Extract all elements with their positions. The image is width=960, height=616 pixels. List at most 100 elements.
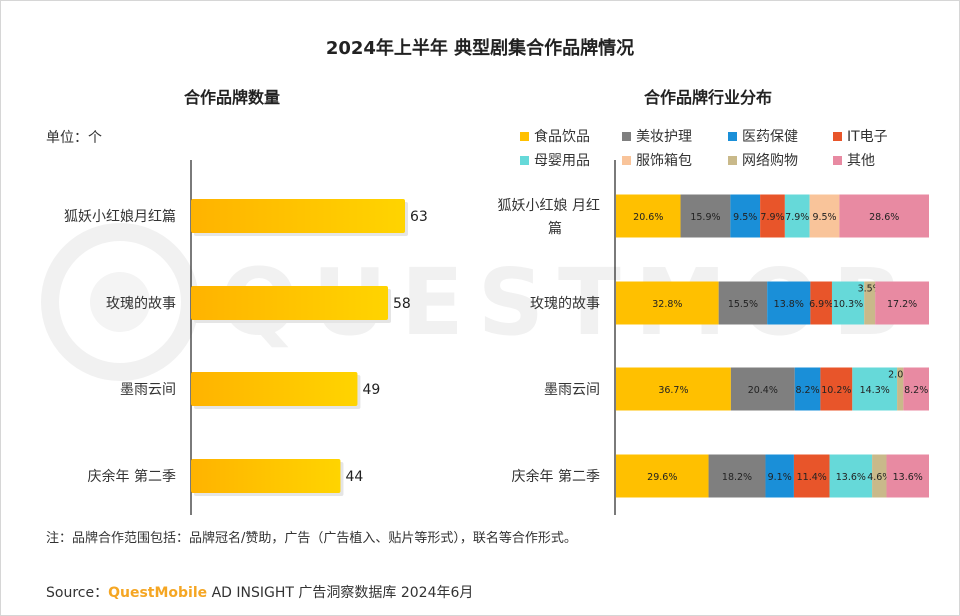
bar-value-label: 58 — [393, 296, 411, 312]
legend-item: 母婴用品 — [520, 150, 590, 170]
segment-label: 7.9% — [785, 212, 809, 223]
bar-value-label: 49 — [362, 382, 380, 398]
segment-label: 2.0% — [888, 370, 912, 381]
source-prefix: Source： — [46, 585, 109, 601]
right-category-label: 墨雨云间 — [544, 382, 600, 398]
legend-label: 其他 — [847, 153, 875, 169]
legend-swatch — [728, 155, 737, 165]
stack-segment — [886, 454, 929, 498]
segment-label: 7.9% — [760, 212, 784, 223]
legend-item: 医药保健 — [728, 126, 798, 146]
legend-swatch — [833, 131, 842, 141]
bar — [191, 459, 341, 493]
legend-item: 网络购物 — [728, 150, 798, 170]
bar — [191, 372, 358, 406]
right-category-label: 狐妖小红娘 月红 — [498, 198, 600, 214]
segment-label: 20.4% — [748, 385, 778, 396]
stack-segment — [708, 454, 766, 498]
stack-segment — [903, 367, 929, 411]
legend-swatch — [520, 155, 529, 165]
segment-label: 8.2% — [795, 385, 819, 396]
left-bar-chart: 狐妖小红娘月红篇 63 玫瑰的故事 58 墨雨云间 49 庆余年 第二季 44 — [64, 160, 428, 515]
stack-segment — [810, 281, 832, 325]
segment-label: 8.2% — [904, 385, 928, 396]
right-category-label: 玫瑰的故事 — [530, 296, 600, 312]
legend-item: IT电子 — [833, 126, 888, 146]
legend-swatch — [728, 131, 737, 141]
segment-label: 15.9% — [690, 212, 720, 223]
segment-label: 20.6% — [633, 212, 663, 223]
stack-segment — [784, 194, 810, 238]
segment-label: 10.2% — [821, 385, 851, 396]
segment-label: 9.1% — [768, 472, 792, 483]
segment-label: 28.6% — [869, 212, 899, 223]
segment-label: 13.6% — [836, 472, 866, 483]
segment-label: 18.2% — [722, 472, 752, 483]
segment-label: 9.5% — [733, 212, 757, 223]
segment-label: 4.6% — [867, 472, 891, 483]
stack-segment — [820, 367, 853, 411]
stack-segment — [680, 194, 731, 238]
stack-segment — [730, 367, 795, 411]
right-category-label: 庆余年 第二季 — [512, 468, 600, 485]
stack-segment — [616, 367, 731, 411]
legend-swatch — [622, 155, 631, 165]
stack-segment — [872, 454, 887, 498]
legend-label: IT电子 — [847, 129, 888, 145]
stack-segment — [616, 454, 709, 498]
stack-segment — [831, 281, 865, 325]
stack-segment — [852, 367, 898, 411]
stack-segment — [718, 281, 768, 325]
legend-label: 服饰箱包 — [636, 153, 692, 169]
stack-segment — [839, 194, 929, 238]
left-category-label: 墨雨云间 — [120, 382, 176, 398]
legend-swatch — [622, 131, 631, 141]
stack-segment — [829, 454, 873, 498]
stack-segment — [765, 454, 794, 498]
segment-label: 36.7% — [658, 385, 688, 396]
stack-segment — [616, 194, 681, 238]
stack-segment — [809, 194, 840, 238]
segment-label: 13.6% — [893, 472, 923, 483]
segment-label: 15.5% — [728, 299, 758, 310]
stack-segment — [793, 454, 830, 498]
stack-segment — [760, 194, 785, 238]
stack-segment — [875, 281, 929, 325]
footnote: 注：品牌合作范围包括：品牌冠名/赞助，广告（广告植入、贴片等形式），联名等合作形… — [46, 531, 577, 546]
right-subtitle: 合作品牌行业分布 — [644, 88, 773, 107]
right-category-label-wrap: 篇 — [548, 221, 562, 237]
legend-swatch — [833, 155, 842, 165]
legend-item: 食品饮品 — [520, 126, 590, 146]
legend-label: 食品饮品 — [534, 129, 590, 145]
left-category-label: 玫瑰的故事 — [106, 296, 176, 312]
stack-segment — [794, 367, 821, 411]
left-category-label: 庆余年 第二季 — [88, 468, 176, 485]
bar-value-label: 63 — [410, 209, 428, 225]
legend-label: 医药保健 — [742, 129, 798, 145]
legend-item: 服饰箱包 — [622, 150, 692, 170]
segment-label: 10.3% — [833, 299, 863, 310]
chart-title: 2024年上半年 典型剧集合作品牌情况 — [325, 38, 635, 59]
bar — [191, 286, 389, 320]
stack-segment — [616, 281, 719, 325]
left-subtitle: 合作品牌数量 — [184, 88, 281, 107]
left-category-label: 狐妖小红娘月红篇 — [64, 209, 176, 225]
stack-segment — [864, 281, 876, 325]
segment-label: 6.9% — [809, 299, 833, 310]
segment-label: 32.8% — [652, 299, 682, 310]
unit-label: 单位：个 — [46, 130, 102, 146]
legend-label: 网络购物 — [742, 153, 798, 169]
legend-item: 美妆护理 — [622, 126, 692, 146]
segment-label: 13.8% — [774, 299, 804, 310]
segment-label: 17.2% — [887, 299, 917, 310]
legend-label: 母婴用品 — [534, 153, 590, 169]
segment-label: 11.4% — [797, 472, 827, 483]
segment-label: 14.3% — [860, 385, 890, 396]
legend-label: 美妆护理 — [636, 129, 692, 145]
segment-label: 3.5% — [858, 284, 882, 295]
legend-item: 其他 — [833, 150, 875, 170]
bar-value-label: 44 — [345, 469, 363, 485]
legend-swatch — [520, 131, 529, 141]
stack-segment — [897, 367, 904, 411]
